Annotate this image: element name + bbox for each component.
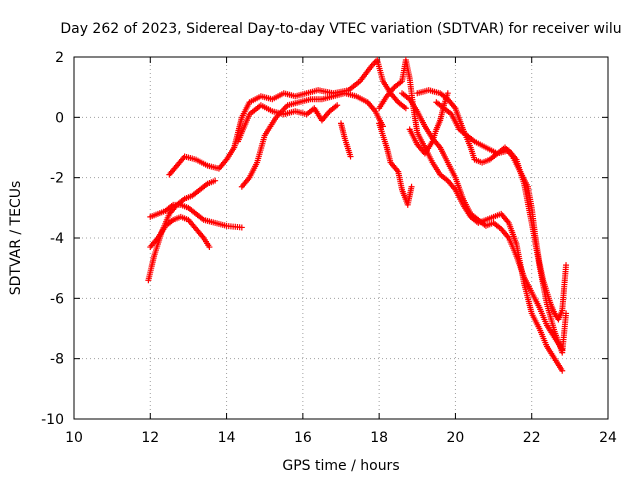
data-points xyxy=(145,57,570,374)
y-tick-label: 0 xyxy=(55,110,64,126)
data-point-marker xyxy=(408,183,415,190)
chart-title: Day 262 of 2023, Sidereal Day-to-day VTE… xyxy=(60,21,621,37)
series-track-7 xyxy=(338,120,354,160)
series-track-13 xyxy=(406,90,451,157)
series-track-4 xyxy=(166,57,409,178)
x-tick-label: 14 xyxy=(218,430,236,446)
data-point-marker xyxy=(212,177,219,184)
series-track-2 xyxy=(147,201,245,231)
x-axis-label: GPS time / hours xyxy=(282,458,399,474)
y-tick-label: -8 xyxy=(50,352,64,368)
y-tick-label: -4 xyxy=(50,231,64,247)
x-tick-label: 12 xyxy=(141,430,159,446)
x-tick-label: 16 xyxy=(294,430,312,446)
y-tick-label: -2 xyxy=(50,171,64,187)
data-point-marker xyxy=(347,153,354,160)
x-tick-label: 24 xyxy=(599,430,617,446)
series-track-6 xyxy=(235,102,341,145)
x-tick-label: 10 xyxy=(65,430,83,446)
data-point-marker xyxy=(402,105,409,112)
series-track-10 xyxy=(399,90,566,353)
series-track-12 xyxy=(433,99,570,356)
data-point-marker xyxy=(563,262,570,269)
series-track-1 xyxy=(145,177,219,284)
y-tick-label: -6 xyxy=(50,291,64,307)
data-point-marker xyxy=(559,367,566,374)
grid-lines xyxy=(74,57,608,419)
y-tick-label: 2 xyxy=(55,50,64,66)
series-track-3 xyxy=(147,213,213,251)
series-track-8 xyxy=(376,120,415,208)
y-tick-label: -10 xyxy=(41,412,64,428)
x-tick-label: 20 xyxy=(447,430,465,446)
x-tick-label: 18 xyxy=(370,430,388,446)
x-axis-ticks: 10 12 14 16 18 20 22 24 xyxy=(65,57,617,446)
series-track-5 xyxy=(238,90,386,190)
data-point-marker xyxy=(206,244,213,251)
data-point-marker xyxy=(238,224,245,231)
y-axis-label: SDTVAR / TECUs xyxy=(8,181,24,296)
data-point-marker xyxy=(444,90,451,97)
data-point-marker xyxy=(334,102,341,109)
data-point-marker xyxy=(563,310,570,317)
x-tick-label: 22 xyxy=(523,430,541,446)
y-axis-ticks: -10 -8 -6 -4 -2 0 2 xyxy=(41,50,608,428)
